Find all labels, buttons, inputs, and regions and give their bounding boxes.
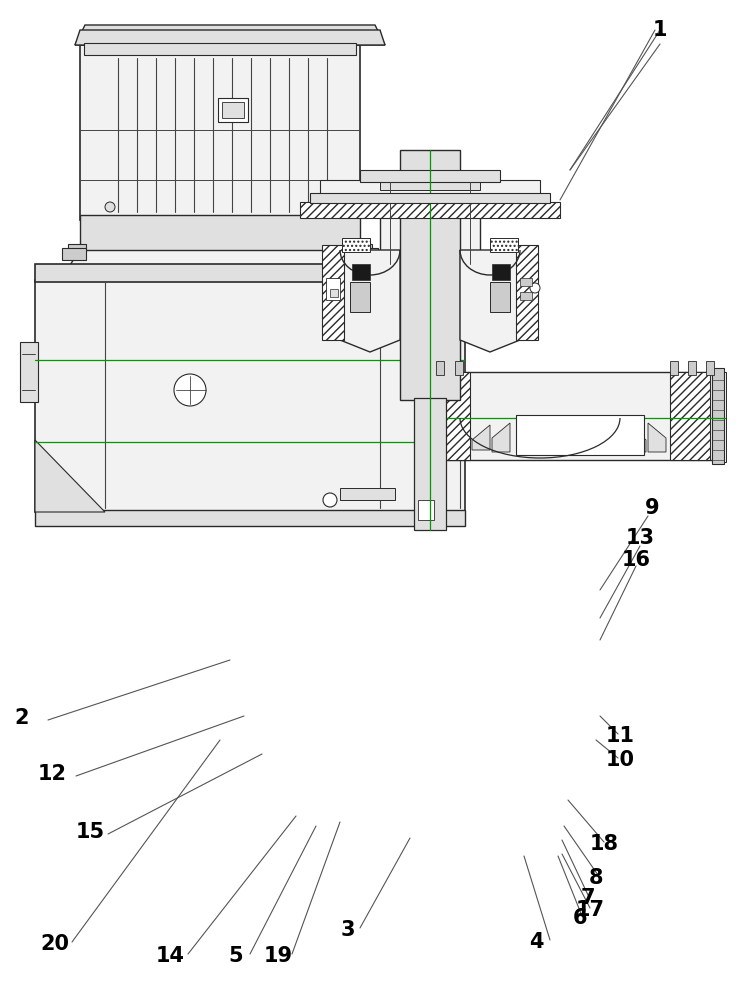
Text: 12: 12 (38, 764, 67, 784)
Bar (380, 180, 480, 190)
Bar (670, 361, 678, 375)
Bar (330, 289, 338, 297)
Text: 18: 18 (590, 834, 619, 854)
Text: 9: 9 (645, 498, 659, 518)
Bar (712, 368, 724, 464)
Text: 1: 1 (652, 20, 668, 40)
Text: 7: 7 (580, 888, 596, 908)
Polygon shape (75, 30, 385, 45)
Bar (706, 361, 714, 375)
Circle shape (174, 374, 206, 406)
Bar (414, 398, 446, 530)
Bar (20, 342, 38, 402)
Circle shape (325, 202, 335, 212)
Bar (322, 245, 344, 340)
Text: 5: 5 (229, 946, 243, 966)
Polygon shape (60, 250, 380, 280)
Polygon shape (342, 238, 370, 252)
Bar (360, 170, 500, 182)
Bar (455, 361, 463, 375)
Bar (68, 244, 86, 252)
Bar (400, 150, 460, 400)
Bar (418, 500, 434, 520)
Bar (300, 202, 560, 218)
Text: 17: 17 (575, 900, 604, 920)
Bar (380, 182, 480, 264)
Text: 10: 10 (605, 750, 634, 770)
Bar (490, 282, 510, 312)
Text: 6: 6 (573, 908, 587, 928)
Bar (222, 102, 244, 118)
Circle shape (530, 283, 540, 293)
Bar (516, 415, 644, 455)
Polygon shape (628, 425, 646, 452)
Text: 16: 16 (622, 550, 650, 570)
Bar (670, 372, 710, 460)
Bar (352, 264, 370, 280)
Bar (340, 488, 395, 500)
Text: 11: 11 (605, 726, 634, 746)
Text: 14: 14 (155, 946, 184, 966)
Text: 8: 8 (589, 868, 603, 888)
Bar (520, 278, 532, 286)
Bar (430, 372, 715, 460)
Bar (80, 215, 360, 250)
Text: 4: 4 (529, 932, 543, 952)
Bar (35, 264, 465, 282)
Bar (520, 292, 532, 300)
Bar (84, 43, 356, 55)
Bar (712, 372, 726, 462)
Bar (516, 245, 538, 340)
Bar (350, 282, 370, 312)
Bar (62, 248, 86, 260)
Circle shape (323, 493, 337, 507)
Bar (354, 248, 378, 260)
Bar (35, 280, 465, 512)
Text: 15: 15 (76, 822, 104, 842)
Polygon shape (75, 25, 385, 45)
Text: 3: 3 (340, 920, 356, 940)
Bar (436, 361, 444, 375)
Polygon shape (460, 250, 520, 352)
Polygon shape (35, 440, 105, 512)
Polygon shape (340, 250, 400, 352)
Text: 19: 19 (263, 946, 292, 966)
Text: 2: 2 (15, 708, 29, 728)
Bar (425, 368, 437, 464)
Bar (320, 180, 540, 194)
Bar (430, 372, 470, 460)
Bar (80, 45, 360, 220)
Circle shape (105, 202, 115, 212)
Polygon shape (648, 423, 666, 452)
Text: 13: 13 (626, 528, 655, 548)
Bar (354, 244, 372, 252)
Polygon shape (490, 238, 518, 252)
Bar (688, 361, 696, 375)
Text: 20: 20 (40, 934, 70, 954)
Bar (492, 264, 510, 280)
Bar (35, 510, 465, 526)
Bar (218, 98, 248, 122)
Polygon shape (472, 425, 490, 450)
Polygon shape (492, 423, 510, 452)
Bar (310, 193, 550, 203)
Bar (326, 278, 340, 300)
